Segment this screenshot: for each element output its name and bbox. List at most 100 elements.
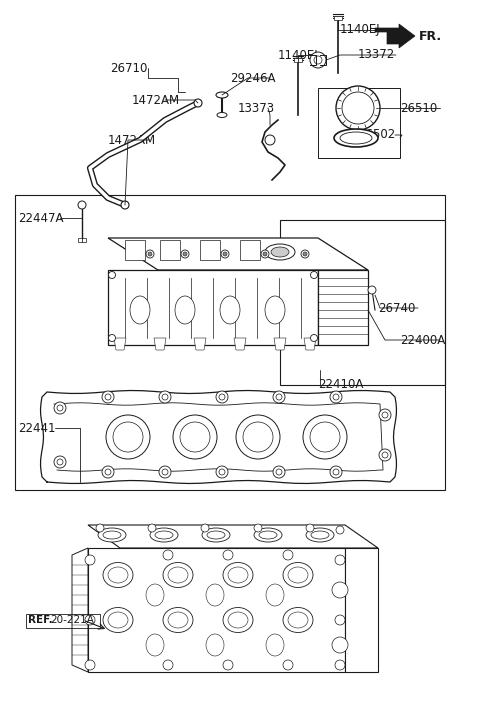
Circle shape [223,660,233,670]
Circle shape [106,415,150,459]
Polygon shape [304,338,316,350]
Circle shape [148,252,152,256]
Circle shape [57,405,63,411]
Circle shape [273,466,285,478]
Circle shape [54,456,66,468]
Text: 20-221A: 20-221A [50,615,94,625]
Circle shape [159,466,171,478]
Polygon shape [194,338,206,350]
Circle shape [108,272,116,279]
Text: 26510: 26510 [400,102,437,114]
Circle shape [223,550,233,560]
Ellipse shape [168,612,188,628]
Ellipse shape [175,296,195,324]
Bar [294,58,302,62]
Text: FR.: FR. [419,29,442,43]
Circle shape [183,252,187,256]
Circle shape [146,250,154,258]
Ellipse shape [108,612,128,628]
Circle shape [148,524,156,532]
Ellipse shape [155,531,173,539]
Circle shape [330,391,342,403]
Circle shape [108,334,116,341]
Circle shape [303,252,307,256]
Ellipse shape [220,296,240,324]
Ellipse shape [150,528,178,542]
Ellipse shape [266,584,284,606]
Circle shape [311,334,317,341]
Ellipse shape [216,92,228,98]
Circle shape [162,469,168,475]
Ellipse shape [98,528,126,542]
Circle shape [105,469,111,475]
Circle shape [333,394,339,400]
Circle shape [216,466,228,478]
Circle shape [57,459,63,465]
Circle shape [121,201,129,209]
Ellipse shape [207,531,225,539]
Circle shape [243,422,273,452]
Ellipse shape [265,296,285,324]
Ellipse shape [228,567,248,583]
Circle shape [54,402,66,414]
Circle shape [85,555,95,565]
Text: 1140EJ: 1140EJ [340,23,381,37]
Polygon shape [154,338,166,350]
Circle shape [276,469,282,475]
Ellipse shape [146,584,164,606]
Ellipse shape [103,607,133,633]
Ellipse shape [259,531,277,539]
Circle shape [335,555,345,565]
Circle shape [310,422,340,452]
Circle shape [379,449,391,461]
Polygon shape [240,240,260,260]
Ellipse shape [265,244,295,260]
Circle shape [273,391,285,403]
Ellipse shape [266,634,284,656]
Ellipse shape [130,296,150,324]
Circle shape [102,466,114,478]
Circle shape [78,201,86,209]
Circle shape [163,550,173,560]
Circle shape [216,391,228,403]
Circle shape [283,660,293,670]
Ellipse shape [340,132,372,144]
Circle shape [330,466,342,478]
Circle shape [194,99,202,107]
Ellipse shape [223,562,253,588]
Circle shape [180,422,210,452]
Circle shape [254,524,262,532]
Ellipse shape [146,634,164,656]
Circle shape [221,250,229,258]
Text: 26710: 26710 [110,62,147,74]
Circle shape [201,524,209,532]
Circle shape [301,250,309,258]
Polygon shape [88,525,378,548]
Ellipse shape [168,567,188,583]
Ellipse shape [217,112,227,117]
Ellipse shape [202,528,230,542]
Circle shape [311,272,317,279]
Polygon shape [125,240,145,260]
Circle shape [368,286,376,294]
Circle shape [336,526,344,534]
Ellipse shape [163,607,193,633]
Ellipse shape [228,612,248,628]
Polygon shape [274,338,286,350]
Circle shape [219,394,225,400]
Circle shape [303,415,347,459]
Circle shape [85,660,95,670]
Circle shape [342,92,374,124]
Ellipse shape [311,531,329,539]
Circle shape [382,412,388,418]
Text: 29246A: 29246A [230,72,276,84]
Ellipse shape [271,247,289,257]
Polygon shape [108,270,318,345]
Polygon shape [88,548,345,672]
Polygon shape [375,24,415,48]
Text: 22400A: 22400A [400,333,445,347]
Ellipse shape [288,612,308,628]
Polygon shape [345,548,378,672]
Circle shape [283,550,293,560]
Ellipse shape [206,634,224,656]
